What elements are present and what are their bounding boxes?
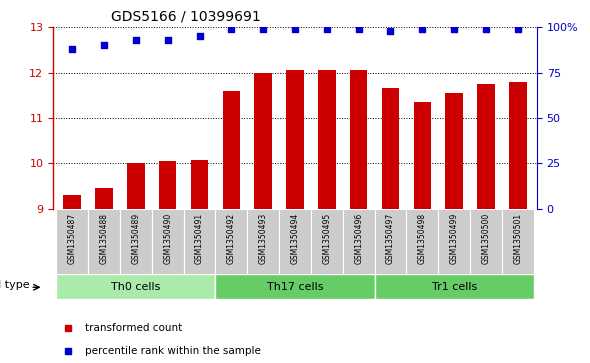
Bar [191,160,208,209]
Text: GSM1350491: GSM1350491 [195,213,204,264]
Point [67,46,77,52]
Text: GSM1350498: GSM1350498 [418,213,427,264]
Bar [120,209,152,290]
Text: GSM1350494: GSM1350494 [290,213,300,264]
Point [131,37,140,43]
Bar [502,209,534,290]
Text: GSM1350495: GSM1350495 [322,213,332,264]
Point [195,33,204,39]
Text: GSM1350496: GSM1350496 [354,213,363,264]
Bar [375,209,407,290]
Text: Th0 cells: Th0 cells [111,282,160,292]
Bar [477,84,495,209]
Text: transformed count: transformed count [84,323,182,333]
Point [386,28,395,34]
Point [481,26,491,32]
Bar [438,209,470,290]
Bar [279,209,311,290]
Text: GSM1350490: GSM1350490 [163,213,172,264]
Point [450,26,459,32]
Point [290,26,300,32]
Text: GSM1350500: GSM1350500 [481,213,490,264]
Bar [215,209,247,290]
Bar [343,209,375,290]
Bar [509,82,526,209]
Text: GSM1350489: GSM1350489 [132,213,140,264]
Bar [414,102,431,209]
Bar [88,209,120,290]
Bar [215,274,375,299]
Bar [95,188,113,209]
Text: GSM1350501: GSM1350501 [513,213,522,264]
Bar [375,274,534,299]
Bar [222,91,240,209]
Bar [152,209,183,290]
Point [322,26,332,32]
Text: GSM1350493: GSM1350493 [258,213,268,264]
Point [258,26,268,32]
Text: percentile rank within the sample: percentile rank within the sample [84,346,260,356]
Point [227,26,236,32]
Point [354,26,363,32]
Text: GSM1350488: GSM1350488 [100,213,109,264]
Bar [407,209,438,290]
Bar [445,93,463,209]
Bar [311,209,343,290]
Bar [254,73,272,209]
Text: GDS5166 / 10399691: GDS5166 / 10399691 [111,9,261,23]
Bar [247,209,279,290]
Bar [382,89,399,209]
Bar [286,70,304,209]
Text: Th17 cells: Th17 cells [267,282,323,292]
Bar [318,70,336,209]
Text: cell type: cell type [0,281,30,290]
Text: GSM1350499: GSM1350499 [450,213,458,264]
Text: GSM1350497: GSM1350497 [386,213,395,264]
Text: GSM1350492: GSM1350492 [227,213,236,264]
Point [99,42,109,48]
Bar [350,70,368,209]
Text: GSM1350487: GSM1350487 [68,213,77,264]
Point [513,26,523,32]
Bar [127,163,145,209]
Bar [470,209,502,290]
Text: Tr1 cells: Tr1 cells [431,282,477,292]
Point [163,37,172,43]
Bar [183,209,215,290]
Bar [56,209,88,290]
Bar [56,274,215,299]
Bar [64,195,81,209]
Point [418,26,427,32]
Bar [159,161,176,209]
